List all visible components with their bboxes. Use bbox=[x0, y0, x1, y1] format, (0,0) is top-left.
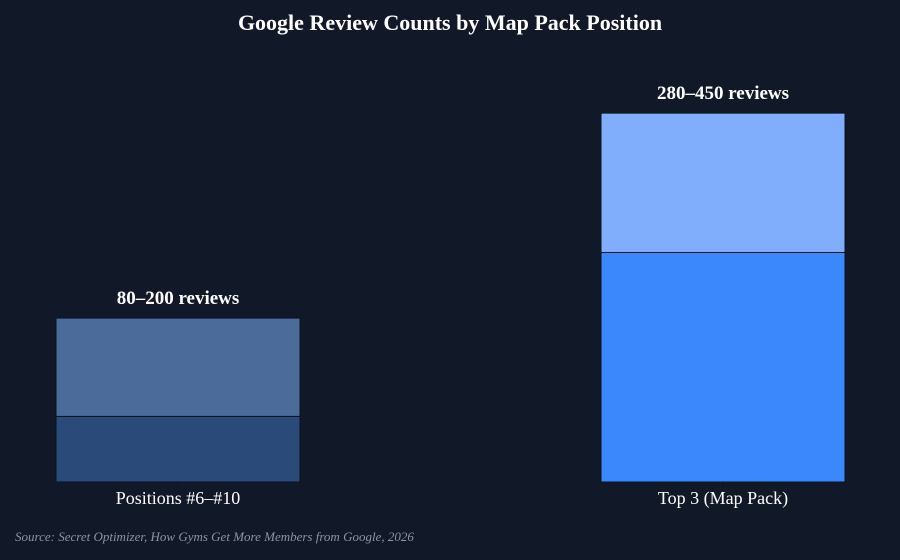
bar-range-label: 80–200 reviews bbox=[117, 288, 240, 309]
bars-group: 80–200 reviews Positions #6–#10 280–450 re… bbox=[55, 83, 846, 509]
bar-segment-high bbox=[55, 317, 301, 417]
source-note: Source: Secret Optimizer, How Gyms Get M… bbox=[15, 529, 414, 544]
x-tick-label: Positions #6–#10 bbox=[116, 488, 241, 508]
bar-range-label: 280–450 reviews bbox=[657, 83, 789, 104]
bar-segment-low bbox=[55, 415, 301, 483]
chart-title: Google Review Counts by Map Pack Positio… bbox=[238, 10, 662, 35]
bar-segment-low bbox=[600, 251, 846, 483]
x-tick-label: Top 3 (Map Pack) bbox=[658, 488, 788, 509]
bar-segment-high bbox=[600, 112, 846, 253]
